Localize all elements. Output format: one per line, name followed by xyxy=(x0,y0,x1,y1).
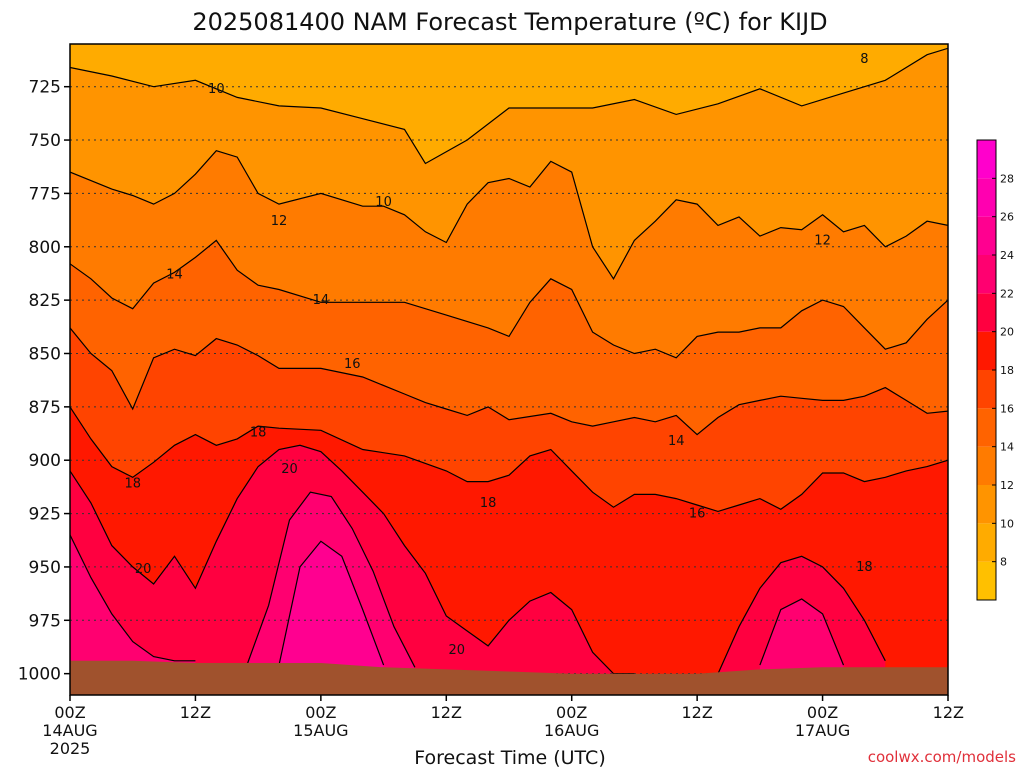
temperature-bands xyxy=(70,44,948,695)
colorbar-tick-label: 14 xyxy=(1000,441,1014,454)
y-tick-label: 950 xyxy=(29,558,61,578)
chart-title: 2025081400 NAM Forecast Temperature (ºC)… xyxy=(192,8,827,36)
colorbar-tick-label: 12 xyxy=(1000,479,1014,492)
isotherm-16 xyxy=(70,327,948,436)
contour-label: 18 xyxy=(124,477,141,492)
isotherm-20 xyxy=(70,444,635,675)
contour-label: 20 xyxy=(281,462,298,477)
contour-label: 10 xyxy=(375,195,392,210)
colorbar-band xyxy=(977,216,996,255)
colorbar-tick-label: 16 xyxy=(1000,402,1014,415)
colorbar-band xyxy=(977,293,996,332)
isotherm-22 xyxy=(759,598,845,666)
contour-label: 20 xyxy=(448,643,465,658)
colorbar-tick-label: 18 xyxy=(1000,364,1014,377)
band-fill-pocket xyxy=(70,534,196,695)
isotherm-24 xyxy=(278,540,385,666)
contour-label: 14 xyxy=(166,268,183,283)
contour-label: 8 xyxy=(860,52,868,67)
isotherm-18 xyxy=(70,406,948,513)
y-tick-label: 775 xyxy=(29,184,61,204)
y-tick-label: 925 xyxy=(29,505,61,525)
contour-label: 18 xyxy=(250,425,267,440)
isotherm-22 xyxy=(70,534,196,662)
contour-label: 16 xyxy=(344,357,361,372)
colorbar-band xyxy=(977,178,996,217)
x-tick-date: 16AUG xyxy=(544,721,599,740)
colorbar-tick-label: 28 xyxy=(1000,172,1014,185)
y-tick-label: 750 xyxy=(29,131,61,151)
colorbar-tick-label: 8 xyxy=(1000,556,1007,569)
colorbar-band xyxy=(977,255,996,294)
x-tick-label: 00Z xyxy=(807,703,838,722)
y-tick-label: 850 xyxy=(29,344,61,364)
y-tick-label: 800 xyxy=(29,238,61,258)
contour-label: 14 xyxy=(313,293,330,308)
colorbar-band xyxy=(977,140,996,179)
x-tick-label: 00Z xyxy=(556,703,587,722)
x-tick-date: 15AUG xyxy=(293,721,348,740)
plot-frame xyxy=(69,43,949,696)
credit-text[interactable]: coolwx.com/models xyxy=(868,748,1016,766)
x-tick-label: 00Z xyxy=(305,703,336,722)
isotherm-22 xyxy=(247,491,416,668)
x-tick-date: 14AUG xyxy=(42,721,97,740)
y-tick-label: 825 xyxy=(29,291,61,311)
contour-label: 14 xyxy=(668,434,685,449)
x-tick-year: 2025 xyxy=(50,739,91,758)
x-tick-label: 12Z xyxy=(431,703,462,722)
y-tick-label: 975 xyxy=(29,611,61,631)
x-tick-label: 12Z xyxy=(933,703,964,722)
isotherm-14 xyxy=(70,239,948,359)
colorbar-band xyxy=(977,485,996,524)
ground-surface xyxy=(70,660,948,695)
colorbar-band xyxy=(977,331,996,370)
colorbar-band xyxy=(977,446,996,485)
colorbar-tick-label: 10 xyxy=(1000,517,1014,530)
colorbar: 8 10 12 14 16 18 20 22 24 26 28 xyxy=(976,139,1014,601)
colorbar-band xyxy=(977,370,996,409)
x-tick-label: 00Z xyxy=(54,703,85,722)
contour-labels: 10 10 12 12 14 14 14 16 16 18 18 18 18 20 20 20 8 xyxy=(124,52,872,658)
x-tick-label: 12Z xyxy=(681,703,712,722)
isotherms xyxy=(70,47,948,675)
band-fill-pocket xyxy=(279,541,384,695)
x-axis-label: Forecast Time (UTC) xyxy=(414,747,605,768)
y-tick-label: 1000 xyxy=(18,665,61,685)
contour-label: 12 xyxy=(271,214,288,229)
contour-label: 16 xyxy=(689,507,706,522)
y-tick-label: 725 xyxy=(29,78,61,98)
x-tick-label: 12Z xyxy=(180,703,211,722)
contour-label: 20 xyxy=(135,562,152,577)
contour-label: 18 xyxy=(856,560,873,575)
x-tick-date: 17AUG xyxy=(795,721,850,740)
colorbar-tick-label: 24 xyxy=(1000,249,1014,262)
colorbar-band xyxy=(977,523,996,562)
isotherm-12 xyxy=(70,150,948,280)
colorbar-tick-label: 20 xyxy=(1000,326,1014,339)
y-tick-label: 875 xyxy=(29,398,61,418)
contour-label: 12 xyxy=(814,233,831,248)
colorbar-band xyxy=(977,408,996,447)
contour-label: 10 xyxy=(208,82,225,97)
plot-area: 10 10 12 12 14 14 14 16 16 18 18 18 18 20 20 20 8 xyxy=(70,44,948,695)
colorbar-tick-label: 26 xyxy=(1000,211,1014,224)
contour-label: 18 xyxy=(480,496,497,511)
y-axis: 725 750 775 800 825 850 875 900 925 950 975 1000 xyxy=(18,78,70,685)
y-tick-label: 900 xyxy=(29,451,61,471)
colorbar-tick-label: 22 xyxy=(1000,287,1014,300)
isotherm-10 xyxy=(70,47,948,165)
isotherm-20 xyxy=(717,555,886,674)
colorbar-band xyxy=(977,561,996,600)
